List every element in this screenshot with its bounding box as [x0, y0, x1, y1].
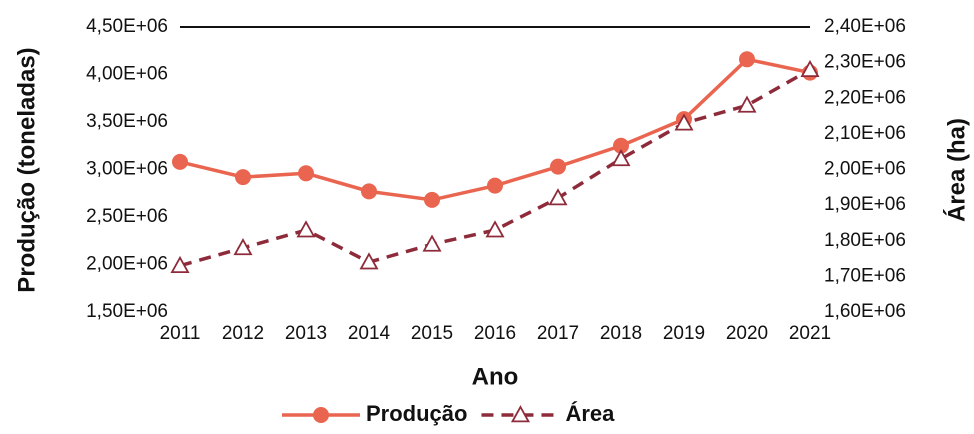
y-tick-label: 2,00E+06 — [86, 254, 168, 275]
x-tick-label: 2015 — [411, 323, 453, 344]
point — [298, 165, 314, 182]
y-axis-label: Produção (toneladas) — [13, 47, 40, 292]
point — [485, 220, 505, 238]
x-tick-label: 2019 — [663, 323, 705, 344]
point — [296, 220, 316, 238]
x-tick-label: 2018 — [600, 323, 642, 344]
y2-tick-label: 1,90E+06 — [824, 194, 906, 215]
y-tick-label: 3,50E+06 — [86, 111, 168, 132]
point — [613, 137, 629, 154]
y2-tick-label: 1,60E+06 — [824, 301, 906, 322]
y2-tick-label: 2,20E+06 — [824, 87, 906, 108]
point — [674, 113, 694, 131]
point — [800, 59, 820, 78]
y-tick-label: 1,50E+06 — [86, 301, 168, 322]
x-tick-label: 2012 — [222, 323, 264, 344]
x-tick-label: 2016 — [474, 323, 516, 344]
legend-marker — [510, 405, 530, 423]
point — [737, 95, 757, 113]
point — [739, 51, 755, 68]
y-tick-label: 2,50E+06 — [86, 206, 168, 227]
point — [233, 238, 253, 256]
point — [172, 153, 188, 170]
x-tick-label: 2020 — [726, 323, 768, 344]
point — [548, 188, 568, 206]
x-tick-label: 2021 — [789, 323, 831, 344]
x-tick-label: 2013 — [285, 323, 327, 344]
y2-tick-label: 2,40E+06 — [824, 16, 906, 37]
legend-label: Área — [565, 401, 615, 426]
point — [361, 183, 377, 200]
y2-tick-label: 1,80E+06 — [824, 230, 906, 251]
point — [422, 234, 442, 252]
y-tick-label: 3,00E+06 — [86, 159, 168, 180]
legend-label: Produção — [366, 401, 467, 426]
y2-tick-label: 2,30E+06 — [824, 52, 906, 73]
point — [550, 158, 566, 175]
y2-axis-label: Área (ha) — [942, 118, 970, 222]
y-tick-label: 4,00E+06 — [86, 64, 168, 85]
x-tick-label: 2014 — [348, 323, 391, 344]
y2-tick-label: 2,00E+06 — [824, 159, 906, 180]
y-tick-label: 4,50E+06 — [86, 16, 168, 37]
point — [487, 177, 503, 194]
x-tick-label: 2017 — [537, 323, 579, 344]
point — [235, 169, 251, 186]
legend-marker — [313, 407, 329, 423]
point — [359, 252, 379, 270]
point — [424, 191, 440, 208]
y2-tick-label: 1,70E+06 — [824, 265, 906, 286]
point — [611, 148, 631, 167]
point — [170, 255, 190, 273]
x-axis-label: Ano — [472, 363, 519, 390]
x-tick-label: 2011 — [160, 323, 201, 344]
y2-tick-label: 2,10E+06 — [824, 123, 906, 144]
